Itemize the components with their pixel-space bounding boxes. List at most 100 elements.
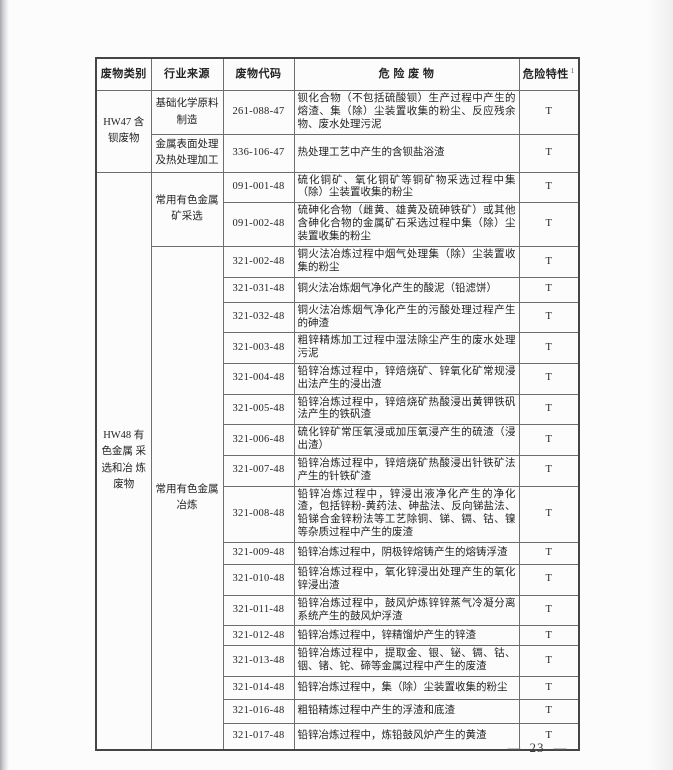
waste-desc-cell: 硫化锌矿常压氧浸或加压氧浸产生的硫渣（浸出渣） xyxy=(293,424,520,457)
table-row: 321-003-48 粗锌精炼加工过程中湿法除尘产生的废水处理污泥 T xyxy=(96,332,580,364)
trait-cell: T xyxy=(518,301,580,334)
table-row: 321-012-48 铅锌冶炼过程中，锌精馏炉产生的锌渣 T xyxy=(96,625,580,647)
table-row: 321-032-48 铜火法冶炼烟气净化产生的污酸处理过程产生的砷渣 T xyxy=(96,301,580,334)
waste-code-cell: 321-005-48 xyxy=(222,393,295,426)
waste-code-cell: 091-002-48 xyxy=(222,202,295,248)
waste-code-cell: 321-017-48 xyxy=(222,723,295,751)
trait-cell: T xyxy=(518,202,580,248)
trait-cell: T xyxy=(518,485,580,543)
trait-cell: T xyxy=(518,699,580,725)
trait-cell: T xyxy=(518,393,580,426)
trait-cell: T xyxy=(518,563,580,596)
waste-code-cell: 321-004-48 xyxy=(222,362,295,395)
header-hazardous-waste: 危 险 废 物 xyxy=(293,57,520,91)
header-hazardous-waste-label: 危 险 废 物 xyxy=(378,67,435,80)
table-row: 321-031-48 铜火法冶炼烟气净化产生的酸泥（铅滤饼） T xyxy=(96,276,580,303)
trait-cell: T xyxy=(518,332,580,364)
waste-code-cell: 321-008-48 xyxy=(222,485,295,543)
trait-cell: T xyxy=(518,90,580,135)
table-row: 321-007-48 铅锌冶炼过程中，锌焙烧矿热酸浸出针铁矿法产生的针铁矿渣 T xyxy=(96,455,580,487)
header-hazard-trait-label: 危险特性 xyxy=(522,68,569,81)
trait-cell: T xyxy=(518,723,580,751)
page-number: 23 xyxy=(529,740,545,755)
waste-code-cell: 321-031-48 xyxy=(222,276,295,303)
trait-cell: T xyxy=(518,246,580,278)
header-waste-category: 废物类别 xyxy=(95,57,152,91)
trait-cell: T xyxy=(518,594,580,627)
header-trait-superscript: 1 xyxy=(570,66,575,75)
waste-code-cell: 321-002-48 xyxy=(222,246,295,278)
trait-cell: T xyxy=(518,276,580,303)
header-waste-code: 废物代码 xyxy=(222,57,295,91)
page-right-edge-shading xyxy=(647,0,673,770)
header-hazard-trait: 危险特性 1 xyxy=(518,57,580,91)
waste-code-cell: 261-088-47 xyxy=(222,90,295,135)
waste-code-cell: 321-007-48 xyxy=(222,455,295,487)
waste-desc-cell: 铜火法冶炼烟气净化产生的污酸处理过程产生的砷渣 xyxy=(293,301,520,334)
waste-desc-cell: 铅锌冶炼过程中，提取金、银、铋、镉、钴、铟、锗、铊、碲等金属过程中产生的废渣 xyxy=(293,645,520,678)
waste-desc-cell: 铅锌冶炼过程中，炼铅鼓风炉产生的黄渣 xyxy=(293,723,520,751)
trait-cell: T xyxy=(518,676,580,701)
trait-cell: T xyxy=(518,362,580,395)
table-row: 321-013-48 铅锌冶炼过程中，提取金、银、铋、镉、钴、铟、锗、铊、碲等金… xyxy=(96,645,580,678)
footer-right-dash: — xyxy=(553,740,567,755)
waste-desc-cell: 热处理工艺中产生的含钡盐浴渣 xyxy=(293,134,520,173)
table-row: 321-010-48 铅锌冶炼过程中，氧化锌浸出处理产生的氧化锌浸出渣 T xyxy=(96,563,580,596)
waste-desc-cell: 钡化合物（不包括硫酸钡）生产过程中产生的熔渣、集（除）尘装置收集的粉尘、反应残余… xyxy=(293,90,520,135)
waste-desc-cell: 铅锌冶炼过程中，锌浸出液净化产生的净化渣，包括锌粉-黄药法、砷盐法、反向锑盐法、… xyxy=(293,485,520,543)
trait-cell: T xyxy=(518,645,580,678)
table-row: 321-006-48 硫化锌矿常压氧浸或加压氧浸产生的硫渣（浸出渣） T xyxy=(96,424,580,457)
table-row: 321-005-48 铅锌冶炼过程中，锌焙烧矿热酸浸出黄钾铁矾法产生的铁矾渣 T xyxy=(96,393,580,426)
industry-source-cell: 常用有色金属 冶炼 xyxy=(150,246,224,751)
table-row: HW47 含钡废物 基础化学原料 制造 261-088-47 钡化合物（不包括硫… xyxy=(95,90,580,173)
table-row: 金属表面处理 及热处理加工 336-106-47 热处理工艺中产生的含钡盐浴渣 … xyxy=(96,134,580,173)
table-header-row: 废物类别 行业来源 废物代码 危 险 废 物 危险特性 1 xyxy=(95,57,580,91)
waste-code-cell: 321-032-48 xyxy=(222,301,295,334)
trait-cell: T xyxy=(518,455,580,487)
page-number-footer: — 23 — xyxy=(495,740,579,756)
trait-cell: T xyxy=(518,134,580,173)
page-left-edge-shading xyxy=(0,0,9,770)
industry-source-cell: 常用有色金属 矿采选 xyxy=(150,171,224,248)
waste-category-cell-hw48: HW48 有色金属 采选和冶 炼废物 xyxy=(95,171,152,751)
waste-desc-cell: 铅锌冶炼过程中，鼓风炉炼锌锌蒸气冷凝分离系统产生的鼓风炉浮渣 xyxy=(293,594,520,627)
waste-desc-cell: 粗铅精炼过程中产生的浮渣和底渣 xyxy=(293,699,520,725)
table-row: 321-011-48 铅锌冶炼过程中，鼓风炉炼锌锌蒸气冷凝分离系统产生的鼓风炉浮… xyxy=(96,594,580,627)
waste-desc-cell: 铅锌冶炼过程中，锌精馏炉产生的锌渣 xyxy=(293,625,520,647)
waste-desc-cell: 铜火法冶炼烟气净化产生的酸泥（铅滤饼） xyxy=(293,276,520,303)
waste-desc-cell: 硫砷化合物（雌黄、雄黄及硫砷铁矿）或其他含砷化合物的金属矿石采选过程中集（除）尘… xyxy=(293,202,520,248)
trait-cell: T xyxy=(518,625,580,647)
trait-cell: T xyxy=(518,541,580,565)
footer-left-dash: — xyxy=(507,740,521,755)
waste-code-cell: 321-013-48 xyxy=(222,645,295,678)
header-industry-source: 行业来源 xyxy=(150,57,224,91)
waste-code-cell: 321-010-48 xyxy=(222,563,295,596)
hazardous-waste-catalog-table: 废物类别 行业来源 废物代码 危 险 废 物 危险特性 1 HW47 含钡废物 基… xyxy=(95,57,580,751)
industry-source-cell: 基础化学原料 制造 xyxy=(150,90,224,135)
waste-code-cell: 321-014-48 xyxy=(222,676,295,701)
waste-desc-cell: 铅锌冶炼过程中，锌焙烧矿、锌氧化矿常规浸出法产生的浸出渣 xyxy=(293,362,520,395)
waste-code-cell: 321-006-48 xyxy=(222,424,295,457)
waste-desc-cell: 铅锌冶炼过程中，集（除）尘装置收集的粉尘 xyxy=(293,676,520,701)
table-row: 常用有色金属 冶炼 321-002-48 铜火法冶炼过程中烟气处理集（除）尘装置… xyxy=(96,246,580,751)
waste-desc-cell: 铅锌冶炼过程中，阴极锌熔铸产生的熔铸浮渣 xyxy=(293,541,520,565)
waste-desc-cell: 硫化铜矿、氧化铜矿等铜矿物采选过程中集（除）尘装置收集的粉尘 xyxy=(293,171,520,204)
waste-desc-cell: 铅锌冶炼过程中，氧化锌浸出处理产生的氧化锌浸出渣 xyxy=(293,563,520,596)
waste-desc-cell: 铜火法冶炼过程中烟气处理集（除）尘装置收集的粉尘 xyxy=(293,246,520,278)
table-row: 091-002-48 硫砷化合物（雌黄、雄黄及硫砷铁矿）或其他含砷化合物的金属矿… xyxy=(96,202,580,248)
waste-code-cell: 091-001-48 xyxy=(222,171,295,204)
trait-cell: T xyxy=(518,171,580,204)
waste-code-cell: 321-003-48 xyxy=(222,332,295,364)
waste-code-cell: 321-011-48 xyxy=(222,594,295,627)
table-row: 321-017-48 铅锌冶炼过程中，炼铅鼓风炉产生的黄渣 T xyxy=(96,723,580,751)
table-row: 321-016-48 粗铅精炼过程中产生的浮渣和底渣 T xyxy=(96,699,580,725)
waste-desc-cell: 铅锌冶炼过程中，锌焙烧矿热酸浸出黄钾铁矾法产生的铁矾渣 xyxy=(293,393,520,426)
waste-category-cell-hw47: HW47 含钡废物 xyxy=(95,90,152,173)
waste-code-cell: 321-012-48 xyxy=(222,625,295,647)
waste-code-cell: 321-016-48 xyxy=(222,699,295,725)
table-row: 321-014-48 铅锌冶炼过程中，集（除）尘装置收集的粉尘 T xyxy=(96,676,580,701)
table-row: 321-008-48 铅锌冶炼过程中，锌浸出液净化产生的净化渣，包括锌粉-黄药法… xyxy=(96,485,580,543)
waste-code-cell: 336-106-47 xyxy=(222,134,295,173)
industry-source-cell: 金属表面处理 及热处理加工 xyxy=(150,134,224,173)
table-row: HW48 有色金属 采选和冶 炼废物 常用有色金属 矿采选 091-001-48… xyxy=(95,171,580,751)
